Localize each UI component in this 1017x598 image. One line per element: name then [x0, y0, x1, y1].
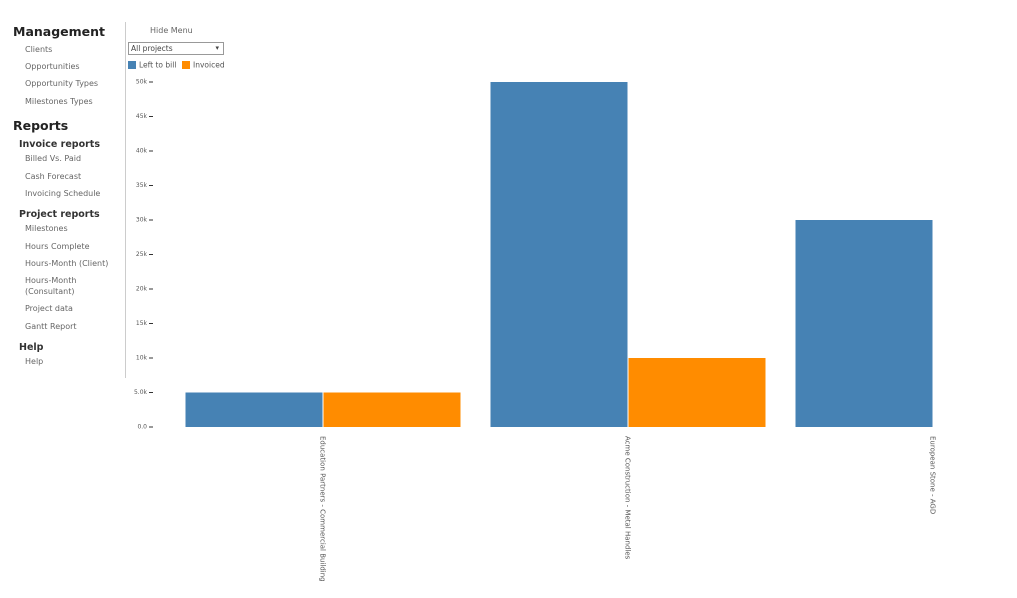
- menu-link[interactable]: Help: [25, 357, 44, 366]
- sidebar-border: [125, 22, 126, 378]
- x-tick-label: Education Partners - Commercial Building: [319, 436, 327, 582]
- hide-menu-button[interactable]: Hide Menu: [150, 26, 193, 35]
- y-tick-label: 0.0: [137, 424, 147, 431]
- bar: [628, 358, 766, 427]
- legend-swatch: [128, 61, 136, 69]
- menu-link[interactable]: Cash Forecast: [25, 172, 82, 181]
- y-tick-label: 40k: [136, 148, 148, 155]
- group-title: Invoice reports: [19, 139, 100, 150]
- project-select[interactable]: All projects: [128, 42, 224, 55]
- menu-link[interactable]: Hours-Month (Client): [25, 259, 109, 268]
- menu-link[interactable]: Hours-Month (Consultant): [25, 276, 77, 296]
- menu-link[interactable]: Invoicing Schedule: [25, 189, 101, 198]
- y-tick-label: 20k: [136, 286, 148, 293]
- menu-link[interactable]: Clients: [25, 45, 53, 54]
- y-tick-label: 15k: [136, 320, 148, 327]
- y-tick-label: 25k: [136, 251, 148, 258]
- menu-link[interactable]: Hours Complete: [25, 242, 90, 251]
- menu-link[interactable]: Milestones: [25, 224, 68, 233]
- x-tick-label: European Stone - AGD: [929, 436, 937, 514]
- bar: [490, 82, 628, 427]
- menu-link[interactable]: Billed Vs. Paid: [25, 154, 82, 163]
- bar: [795, 220, 933, 427]
- menu-link[interactable]: Milestones Types: [25, 97, 93, 106]
- legend-label: Invoiced: [193, 61, 225, 70]
- section-title: Management: [13, 24, 106, 39]
- menu-link[interactable]: Project data: [25, 304, 73, 313]
- group-title: Help: [19, 342, 44, 353]
- y-tick-label: 35k: [136, 182, 148, 189]
- bar: [185, 392, 323, 427]
- menu-link[interactable]: Gantt Report: [25, 322, 77, 331]
- section-title: Reports: [13, 118, 69, 133]
- y-tick-label: 45k: [136, 113, 148, 120]
- y-tick-label: 30k: [136, 217, 148, 224]
- x-tick-label: Acme Construction - Metal Handles: [624, 436, 632, 560]
- y-tick-label: 5.0k: [134, 389, 148, 396]
- legend-swatch: [182, 61, 190, 69]
- menu-link[interactable]: Opportunities: [25, 62, 80, 71]
- y-tick-label: 10k: [136, 355, 148, 362]
- bar: [323, 392, 461, 427]
- menu-link[interactable]: Opportunity Types: [25, 79, 99, 88]
- group-title: Project reports: [19, 209, 100, 220]
- legend-label: Left to bill: [139, 61, 176, 70]
- y-tick-label: 50k: [136, 79, 148, 86]
